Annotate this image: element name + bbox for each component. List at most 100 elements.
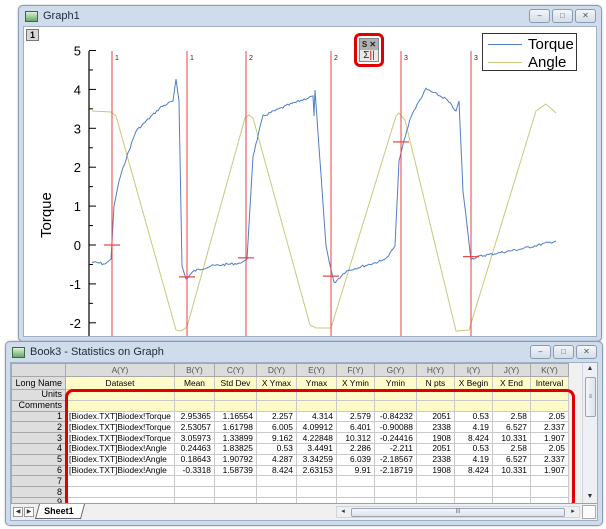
data-cell[interactable]: 0.53 [453, 442, 493, 455]
data-cell[interactable]: 10.331 [491, 432, 531, 444]
column-header[interactable]: G(Y) [373, 363, 417, 377]
data-cell[interactable]: [Biodex.TXT]Biodex!Torque [65, 432, 175, 444]
meta-cell[interactable] [173, 399, 215, 412]
data-cell[interactable]: 6.005 [255, 421, 297, 434]
data-cell[interactable]: [Biodex.TXT]Biodex!Torque [65, 410, 175, 423]
column-header[interactable]: E(Y) [295, 363, 337, 377]
data-cell[interactable] [335, 486, 375, 498]
meta-cell[interactable]: X Ymin [335, 376, 375, 390]
horizontal-scrollbar[interactable]: ◂ III ▸ [336, 506, 580, 518]
meta-cell[interactable] [529, 389, 569, 401]
data-cell[interactable]: 2.286 [335, 442, 375, 455]
data-cell[interactable]: 2.95365 [173, 410, 215, 423]
data-cell[interactable]: 1908 [415, 464, 455, 477]
meta-cell[interactable] [255, 389, 297, 401]
close-button[interactable]: ✕ [575, 9, 596, 23]
data-cell[interactable] [65, 475, 175, 488]
data-cell[interactable]: 4.09912 [295, 421, 337, 434]
data-cell[interactable] [295, 486, 337, 498]
data-cell[interactable]: -0.84232 [373, 410, 417, 423]
data-cell[interactable]: 4.19 [453, 421, 493, 434]
scroll-up-icon[interactable]: ▲ [586, 365, 594, 372]
meta-row-label[interactable]: Comments [11, 399, 66, 412]
data-cell[interactable]: 2051 [415, 442, 455, 455]
data-cell[interactable]: 6.527 [491, 453, 531, 466]
scroll-right-icon[interactable]: ▸ [571, 508, 575, 515]
row-number[interactable]: 3 [11, 432, 66, 444]
meta-cell[interactable] [491, 399, 531, 412]
data-cell[interactable]: 0.53 [255, 442, 297, 455]
data-cell[interactable]: 2.05 [529, 410, 569, 423]
sigma-icon[interactable]: Σ|| [363, 50, 375, 61]
legend[interactable]: Torque Angle [482, 33, 577, 71]
data-cell[interactable] [453, 486, 493, 498]
data-cell[interactable]: 2.58 [491, 410, 531, 423]
meta-cell[interactable] [335, 389, 375, 401]
meta-cell[interactable]: Ymin [373, 376, 417, 390]
data-cell[interactable]: 2.257 [255, 410, 297, 423]
maximize-button[interactable]: □ [553, 345, 574, 359]
data-cell[interactable]: 6.401 [335, 421, 375, 434]
data-cell[interactable]: 2.58 [491, 442, 531, 455]
data-cell[interactable]: 2.337 [529, 453, 569, 466]
meta-cell[interactable]: Std Dev [213, 376, 257, 390]
data-cell[interactable]: 9.91 [335, 464, 375, 477]
data-cell[interactable] [65, 486, 175, 498]
workbook-window[interactable]: Book3 - Statistics on Graph – □ ✕ A(Y) B(… [5, 341, 603, 526]
row-number[interactable]: 1 [11, 410, 66, 423]
data-cell[interactable]: -0.90088 [373, 421, 417, 434]
data-cell[interactable]: 10.331 [491, 464, 531, 477]
data-cell[interactable] [213, 475, 257, 488]
data-cell[interactable]: 2.05 [529, 442, 569, 455]
layer-1-tab[interactable]: 1 [26, 29, 39, 41]
data-cell[interactable]: 2.63153 [295, 464, 337, 477]
data-cell[interactable] [373, 486, 417, 498]
meta-cell[interactable]: N pts [415, 376, 455, 390]
data-cell[interactable]: 8.424 [453, 432, 493, 444]
data-cell[interactable] [491, 475, 531, 488]
data-cell[interactable] [415, 475, 455, 488]
data-cell[interactable]: 1908 [415, 432, 455, 444]
plot-area[interactable]: 5 4 3 2 1 0 -1 -2 1 1 2 2 3 3 [23, 26, 597, 337]
data-cell[interactable]: 1.16554 [213, 410, 257, 423]
data-cell[interactable]: -2.211 [373, 442, 417, 455]
column-header[interactable]: C(Y) [213, 363, 257, 377]
row-number[interactable]: 8 [11, 486, 66, 498]
column-header[interactable]: A(Y) [65, 363, 175, 377]
data-cell[interactable]: 0.24463 [173, 442, 215, 455]
row-number[interactable]: 2 [11, 421, 66, 434]
meta-cell[interactable] [373, 399, 417, 412]
data-cell[interactable] [529, 475, 569, 488]
corner-cell[interactable] [11, 363, 66, 377]
data-cell[interactable]: 2338 [415, 421, 455, 434]
data-cell[interactable]: 1.61798 [213, 421, 257, 434]
meta-cell[interactable] [491, 389, 531, 401]
graph-titlebar[interactable]: Graph1 – □ ✕ [19, 6, 601, 26]
close-button[interactable]: ✕ [576, 345, 597, 359]
resize-grip[interactable] [582, 505, 596, 519]
data-cell[interactable]: 8.424 [255, 464, 297, 477]
meta-row-label[interactable]: Long Name [11, 376, 66, 390]
data-cell[interactable]: 1.83825 [213, 442, 257, 455]
data-cell[interactable]: 2.53057 [173, 421, 215, 434]
minimize-button[interactable]: – [530, 345, 551, 359]
data-cell[interactable]: 1.90792 [213, 453, 257, 466]
data-cell[interactable] [295, 475, 337, 488]
meta-cell[interactable]: X Ymax [255, 376, 297, 390]
data-cell[interactable]: -2.18567 [373, 453, 417, 466]
statistics-gadget[interactable]: S ✕ Σ|| [359, 38, 379, 62]
meta-cell[interactable] [415, 389, 455, 401]
column-header[interactable]: H(Y) [415, 363, 455, 377]
meta-cell[interactable] [173, 389, 215, 401]
data-cell[interactable]: 3.34259 [295, 453, 337, 466]
meta-cell[interactable] [65, 389, 175, 401]
meta-cell[interactable] [335, 399, 375, 412]
meta-row-label[interactable]: Units [11, 389, 66, 401]
next-sheet-icon[interactable]: ▶ [24, 507, 34, 517]
meta-cell[interactable] [213, 389, 257, 401]
data-cell[interactable] [255, 475, 297, 488]
data-cell[interactable] [415, 486, 455, 498]
data-cell[interactable]: [Biodex.TXT]Biodex!Angle [65, 442, 175, 455]
meta-cell[interactable] [415, 399, 455, 412]
minimize-button[interactable]: – [529, 9, 550, 23]
